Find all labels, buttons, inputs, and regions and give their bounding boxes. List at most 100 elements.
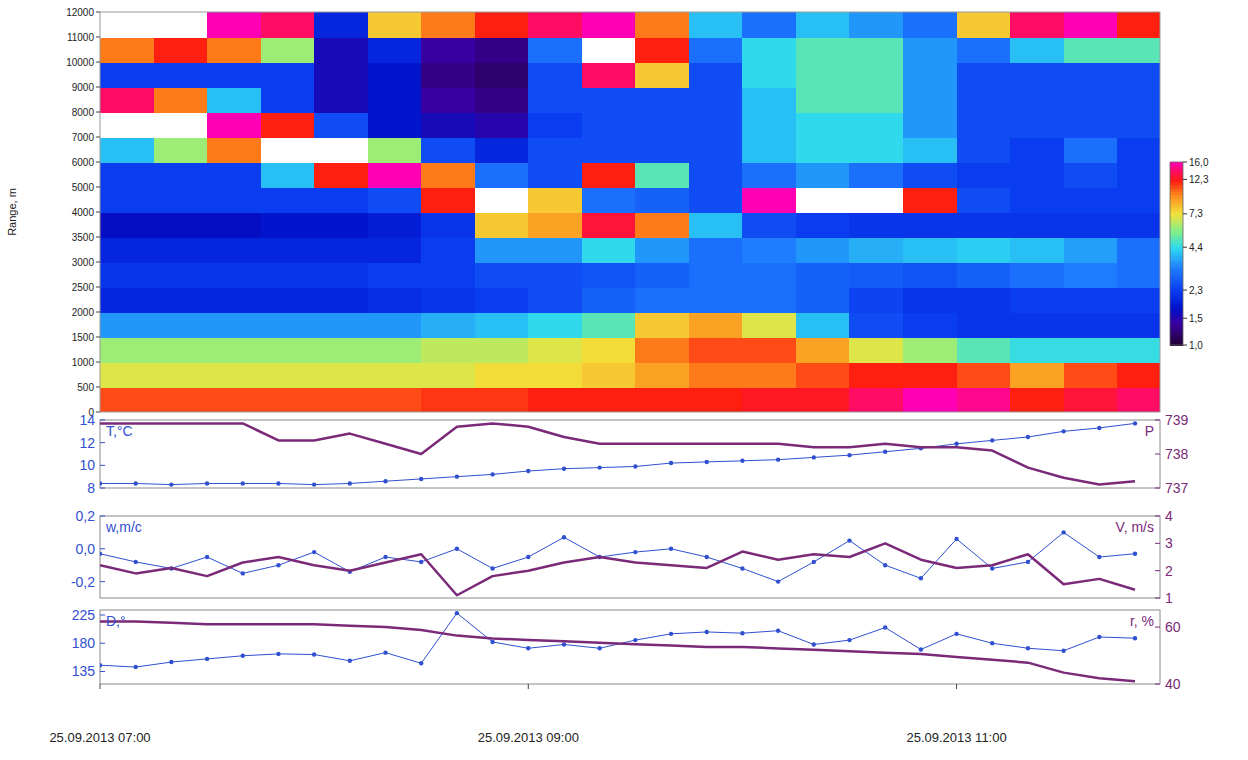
heatmap-cell — [368, 37, 422, 63]
heatmap-cell — [421, 362, 475, 388]
heatmap-cell — [903, 62, 957, 88]
series-marker — [241, 481, 245, 485]
series-marker — [100, 552, 102, 556]
heatmap-cell — [635, 362, 689, 388]
heatmap-cell — [1064, 12, 1118, 38]
colorbar-tick-label: 4,4 — [1189, 242, 1203, 253]
series-marker — [990, 438, 994, 442]
heatmap-cell — [207, 87, 261, 113]
heatmap-cell — [475, 362, 529, 388]
y-tick — [100, 420, 105, 421]
y-tick — [100, 615, 105, 616]
heatmap-cell — [957, 387, 1011, 412]
heatmap-cell — [689, 162, 743, 188]
y-tick — [96, 137, 100, 138]
y-tick-label: 3000 — [72, 257, 95, 268]
heatmap-cell — [957, 87, 1011, 113]
series-marker — [526, 646, 530, 650]
heatmap-cell — [421, 337, 475, 363]
heatmap-cell — [689, 312, 743, 338]
heatmap-cell — [421, 262, 475, 288]
series-marker — [312, 482, 316, 486]
series-line — [100, 423, 1135, 484]
series-marker — [1097, 555, 1101, 559]
heatmap-cell — [1010, 37, 1064, 63]
heatmap-cell — [689, 237, 743, 263]
x-tick-label: 25.09.2013 11:00 — [906, 730, 1006, 745]
series-marker — [419, 477, 423, 481]
heatmap-cell — [1010, 287, 1064, 313]
heatmap-cell — [796, 87, 850, 113]
heatmap-cell — [368, 87, 422, 113]
heatmap-cell — [903, 337, 957, 363]
y-tick-label: 6000 — [72, 157, 95, 168]
y2-tick — [1155, 543, 1160, 544]
heatmap-cell — [582, 287, 636, 313]
y2-tick-label: 4 — [1165, 508, 1173, 524]
plot-frame — [100, 516, 1160, 598]
heatmap-cell — [1064, 62, 1118, 88]
y-tick-label: 8000 — [72, 107, 95, 118]
heatmap-cell — [849, 237, 903, 263]
heatmap-cell — [1064, 187, 1118, 213]
heatmap-cell — [635, 312, 689, 338]
series-marker — [883, 625, 887, 629]
series-marker — [241, 571, 245, 575]
series-marker — [812, 455, 816, 459]
heatmap-cell — [903, 162, 957, 188]
heatmap-cell — [100, 237, 154, 263]
heatmap-cell — [1064, 162, 1118, 188]
heatmap-cell — [261, 312, 315, 338]
heatmap-cell — [1010, 162, 1064, 188]
heatmap-cell — [1064, 287, 1118, 313]
y2-tick — [1155, 684, 1160, 685]
heatmap-cell — [957, 137, 1011, 163]
heatmap-cell — [957, 162, 1011, 188]
heatmap-cell — [261, 212, 315, 238]
y-tick — [96, 262, 100, 263]
heatmap-cell — [154, 187, 208, 213]
heatmap-cell — [796, 12, 850, 38]
heatmap-cell — [528, 12, 582, 38]
heatmap-cell — [207, 337, 261, 363]
series-marker — [383, 479, 387, 483]
series-marker — [990, 641, 994, 645]
heatmap-cell — [421, 287, 475, 313]
y-tick-label: 4000 — [72, 207, 95, 218]
heatmap-cell — [903, 187, 957, 213]
heatmap-cell — [528, 312, 582, 338]
heatmap-cell — [1117, 312, 1160, 338]
series-line — [100, 532, 1135, 581]
heatmap-cell — [528, 62, 582, 88]
heatmap-cell — [849, 337, 903, 363]
y-tick — [96, 162, 100, 163]
heatmap-cell — [689, 287, 743, 313]
y-tick-label: 0,2 — [76, 508, 96, 524]
heatmap-cell — [1010, 137, 1064, 163]
series-marker — [169, 482, 173, 486]
heatmap-cell — [582, 387, 636, 412]
series-marker — [1026, 560, 1030, 564]
heatmap-cell — [154, 37, 208, 63]
series-marker — [847, 538, 851, 542]
heatmap-cell — [475, 187, 529, 213]
heatmap-cell — [796, 212, 850, 238]
heatmap-cell — [207, 137, 261, 163]
heatmap-cell — [421, 37, 475, 63]
heatmap-cell — [742, 212, 796, 238]
y-tick — [100, 548, 105, 549]
heatmap-cell — [207, 262, 261, 288]
series-marker — [740, 631, 744, 635]
y2-tick — [1155, 627, 1160, 628]
y2-tick-label: 2 — [1165, 563, 1173, 579]
heatmap-cell — [368, 12, 422, 38]
heatmap-cell — [742, 12, 796, 38]
heatmap-cell — [957, 112, 1011, 138]
heatmap-cell — [1117, 137, 1160, 163]
heatmap-cell — [903, 112, 957, 138]
y-tick — [100, 488, 105, 489]
series-marker — [562, 535, 566, 539]
y2-tick — [1155, 454, 1160, 455]
series-marker — [562, 467, 566, 471]
y-tick — [96, 187, 100, 188]
